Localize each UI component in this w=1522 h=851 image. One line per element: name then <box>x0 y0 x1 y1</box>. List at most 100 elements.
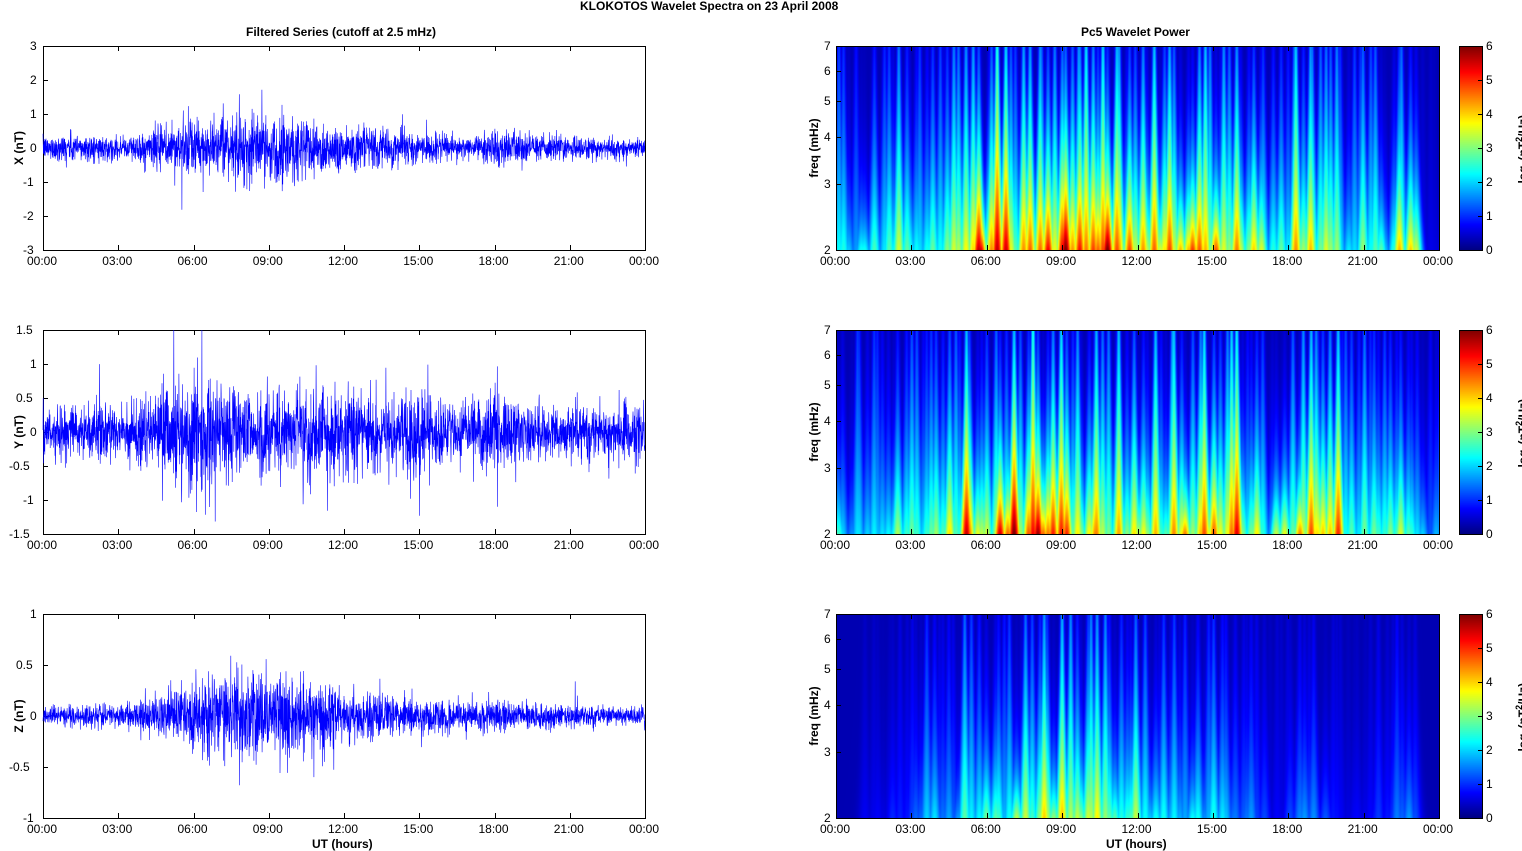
freq-axis-label: freq (mHz) <box>807 402 821 462</box>
x-tick-mark <box>836 330 837 335</box>
freq-axis-label: freq (mHz) <box>807 686 821 746</box>
colorbar-tick-label: 5 <box>1486 73 1493 87</box>
x-tick-mark <box>1439 529 1440 534</box>
y-tick-mark <box>43 398 48 399</box>
freq-tick-label: 4 <box>824 698 831 713</box>
x-tick-label: 00:00 <box>27 254 58 268</box>
freq-tick-label: 7 <box>824 39 831 53</box>
freq-tick-mark <box>836 705 841 707</box>
colorbar-tick-label: 1 <box>1486 209 1493 223</box>
x-tick-label: 15:00 <box>1196 254 1227 268</box>
x-tick-label: 00:00 <box>27 822 58 836</box>
x-tick-label: 06:00 <box>177 254 208 268</box>
x-tick-mark <box>911 529 913 534</box>
x-tick-mark <box>1363 614 1365 619</box>
freq-tick-label: 7 <box>824 323 831 337</box>
freq-tick-mark <box>836 384 841 386</box>
x-tick-label: 18:00 <box>478 538 509 552</box>
heatmap-frame-x-power <box>836 46 1440 251</box>
x-tick-mark <box>911 614 913 619</box>
series-line-z-series <box>42 655 646 786</box>
colorbar-tick-label: 2 <box>1486 459 1493 473</box>
x-tick-mark <box>494 813 496 818</box>
x-tick-label: 18:00 <box>478 254 509 268</box>
x-tick-mark <box>193 529 195 534</box>
x-tick-mark <box>419 330 421 335</box>
x-tick-label: 09:00 <box>252 538 283 552</box>
x-tick-mark <box>645 330 646 335</box>
x-tick-mark <box>494 46 496 51</box>
freq-tick-mark <box>836 639 841 641</box>
freq-tick-mark <box>836 250 841 251</box>
colorbar-label: log2(nT2/Hz) <box>1514 398 1522 468</box>
x-tick-label: 12:00 <box>328 254 359 268</box>
y-tick-mark <box>43 330 48 331</box>
y-tick-label: 1 <box>30 357 37 371</box>
x-tick-label: 12:00 <box>1121 822 1152 836</box>
x-tick-label: 03:00 <box>102 254 133 268</box>
colorbar-tick-mark <box>1478 466 1482 467</box>
freq-axis-label: freq (mHz) <box>807 118 821 178</box>
y-tick-mark <box>43 818 48 819</box>
freq-tick-mark <box>836 818 841 819</box>
x-tick-label: 00:00 <box>27 538 58 552</box>
y-tick-mark <box>43 46 48 47</box>
x-tick-mark <box>1137 245 1139 250</box>
freq-tick-mark <box>836 614 841 615</box>
x-tick-mark <box>1288 245 1290 250</box>
freq-tick-mark <box>836 330 841 331</box>
x-tick-mark <box>344 614 345 619</box>
x-tick-mark <box>836 245 837 250</box>
x-tick-label: 09:00 <box>1046 822 1077 836</box>
freq-tick-mark <box>836 421 841 423</box>
y-tick-mark <box>43 767 48 768</box>
x-tick-mark <box>268 614 270 619</box>
colorbar-tick-mark <box>1478 750 1482 751</box>
x-tick-mark <box>1212 614 1214 619</box>
x-tick-label: 06:00 <box>177 538 208 552</box>
x-tick-mark <box>494 330 496 335</box>
x-tick-mark <box>1363 813 1365 818</box>
freq-tick-label: 6 <box>824 348 831 363</box>
x-tick-mark <box>344 813 345 818</box>
x-tick-mark <box>836 614 837 619</box>
freq-tick-label: 6 <box>824 632 831 647</box>
x-tick-mark <box>419 614 421 619</box>
x-tick-label: 03:00 <box>895 538 926 552</box>
colorbar-tick-mark <box>1478 330 1482 331</box>
x-tick-mark <box>344 529 345 534</box>
y-tick-mark <box>43 250 48 251</box>
x-tick-label: 09:00 <box>252 254 283 268</box>
colorbar-tick-label: 3 <box>1486 141 1493 155</box>
freq-tick-label: 2 <box>824 811 831 825</box>
x-tick-label: 03:00 <box>895 822 926 836</box>
x-tick-mark <box>911 46 913 51</box>
x-tick-mark <box>986 813 988 818</box>
x-tick-mark <box>986 245 988 250</box>
freq-tick-mark <box>836 183 841 185</box>
colorbar-tick-label: 0 <box>1486 243 1493 257</box>
x-tick-label: 12:00 <box>328 538 359 552</box>
x-tick-mark <box>118 529 120 534</box>
y-tick-label: 0 <box>30 141 37 155</box>
colorbar-frame <box>1459 614 1483 819</box>
x-tick-label: 21:00 <box>1347 822 1378 836</box>
x-tick-mark <box>1212 813 1214 818</box>
x-tick-label: 15:00 <box>403 254 434 268</box>
x-tick-mark <box>645 813 646 818</box>
x-tick-mark <box>986 46 988 51</box>
colorbar-tick-mark <box>1478 80 1482 81</box>
x-tick-mark <box>193 46 195 51</box>
colorbar-tick-label: 6 <box>1486 607 1493 621</box>
x-tick-label: 15:00 <box>403 822 434 836</box>
freq-tick-label: 4 <box>824 414 831 429</box>
x-tick-mark <box>43 813 44 818</box>
colorbar-tick-mark <box>1478 398 1482 399</box>
x-tick-mark <box>43 529 44 534</box>
x-tick-label: 00:00 <box>629 538 660 552</box>
x-tick-mark <box>43 245 44 250</box>
x-tick-mark <box>836 46 837 51</box>
colorbar-tick-mark <box>1478 648 1482 649</box>
x-tick-mark <box>645 245 646 250</box>
series-svg-y-series <box>42 329 646 522</box>
